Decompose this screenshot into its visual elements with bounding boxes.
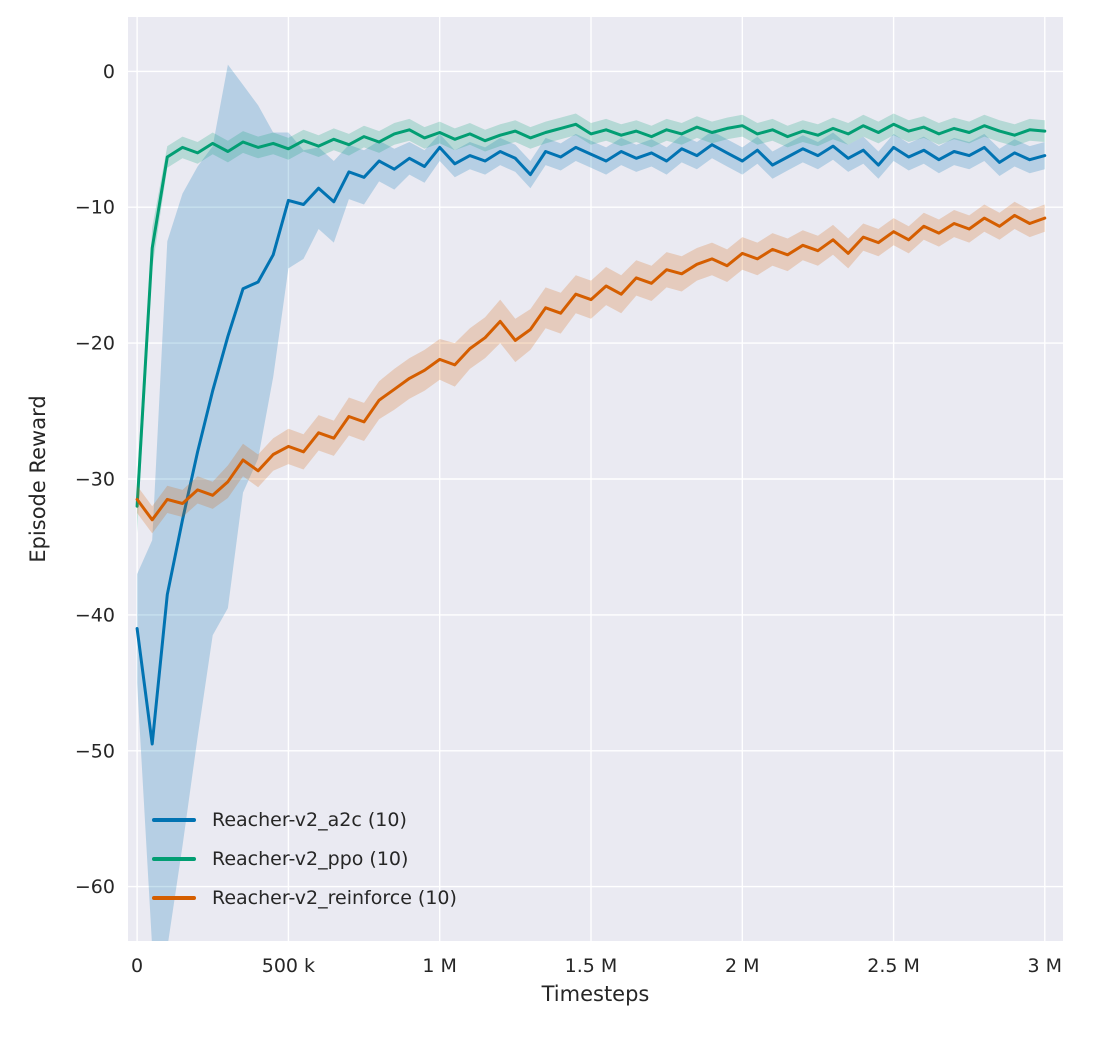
legend-item-ppo: Reacher-v2_ppo (10) (152, 839, 457, 878)
x-tick-label: 1 M (422, 955, 457, 977)
reinforce-line (135, 213, 1047, 522)
x-tick-label: 0 (131, 955, 143, 977)
reinforce-confidence-band (137, 201, 1045, 534)
y-tick-label: −60 (75, 876, 115, 898)
x-tick-label: 2 M (725, 955, 760, 977)
y-tick-label: 0 (103, 61, 115, 83)
reinforce-line-swatch (152, 895, 196, 900)
legend-label-a2c: Reacher-v2_a2c (10) (212, 808, 407, 831)
x-tick-label: 500 k (262, 955, 315, 977)
x-axis-label: Timesteps (541, 982, 650, 1006)
ppo-line (135, 122, 1047, 508)
legend-label-reinforce: Reacher-v2_reinforce (10) (212, 886, 457, 909)
a2c-line-swatch (152, 817, 196, 822)
a2c-line (135, 143, 1047, 746)
ppo-line-swatch (152, 856, 196, 861)
x-tick-label: 3 M (1028, 955, 1063, 977)
y-tick-label: −50 (75, 740, 115, 762)
x-tick-label: 2.5 M (867, 955, 920, 977)
legend-label-ppo: Reacher-v2_ppo (10) (212, 847, 409, 870)
ppo-confidence-band (137, 113, 1045, 534)
y-axis-label: Episode Reward (26, 395, 50, 563)
legend-item-a2c: Reacher-v2_a2c (10) (152, 800, 457, 839)
legend-item-reinforce: Reacher-v2_reinforce (10) (152, 878, 457, 917)
y-tick-label: −30 (75, 469, 115, 491)
y-tick-label: −20 (75, 333, 115, 355)
y-tick-label: −40 (75, 604, 115, 626)
x-tick-label: 1.5 M (565, 955, 618, 977)
y-tick-label: −10 (75, 197, 115, 219)
legend: Reacher-v2_a2c (10) Reacher-v2_ppo (10) … (152, 800, 457, 917)
